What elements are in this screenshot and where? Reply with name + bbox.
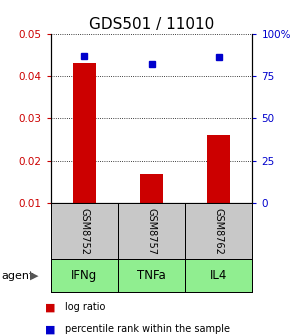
Text: GSM8752: GSM8752 [79, 208, 89, 254]
Text: IFNg: IFNg [71, 269, 97, 282]
Text: GSM8757: GSM8757 [146, 208, 157, 254]
Text: agent: agent [1, 270, 34, 281]
Bar [207, 135, 231, 203]
Text: log ratio: log ratio [65, 302, 106, 312]
Text: GSM8762: GSM8762 [214, 208, 224, 254]
Text: percentile rank within the sample: percentile rank within the sample [65, 324, 230, 334]
Title: GDS501 / 11010: GDS501 / 11010 [89, 17, 214, 33]
Text: ▶: ▶ [30, 270, 39, 281]
Bar [140, 174, 163, 203]
Text: IL4: IL4 [210, 269, 227, 282]
Bar [72, 63, 96, 203]
Text: ■: ■ [45, 324, 55, 334]
Text: ■: ■ [45, 302, 55, 312]
Text: TNFa: TNFa [137, 269, 166, 282]
